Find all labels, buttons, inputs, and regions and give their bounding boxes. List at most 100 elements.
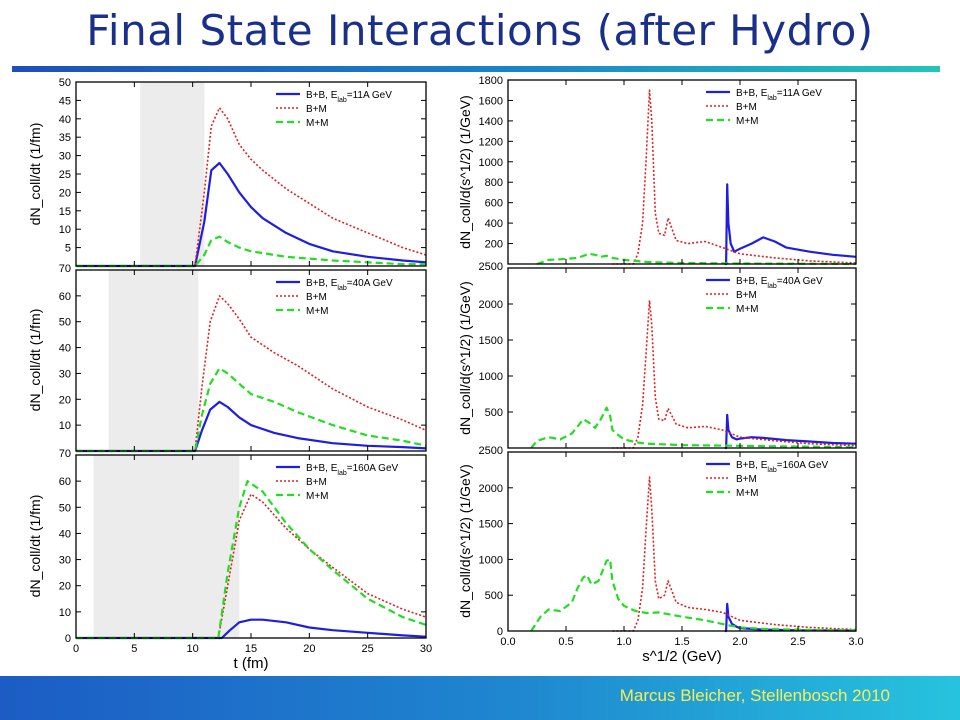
- y-tick-label: 50: [59, 77, 71, 89]
- y-tick-label: 600: [485, 198, 503, 210]
- y-axis-label: dN_coll/dt (1/fm): [27, 495, 43, 598]
- series-line-bb: [76, 161, 427, 268]
- x-tick-label: 0: [73, 643, 79, 655]
- y-tick-label: 15: [59, 206, 71, 218]
- y-tick-label: 1000: [479, 157, 503, 169]
- legend-label-bb: B+B, Elab=160A GeV: [306, 463, 399, 477]
- x-tick-label: 3.0: [848, 636, 863, 648]
- y-tick-label: 1600: [479, 95, 503, 107]
- series-line-mm: [76, 367, 427, 453]
- legend-label-bm: B+M: [306, 104, 327, 115]
- y-tick-label: 35: [59, 132, 71, 144]
- series-line-bm: [612, 299, 857, 449]
- y-tick-label: 0: [65, 633, 71, 645]
- x-tick-label: 30: [420, 643, 432, 655]
- panel-3: 0 10 20 30 40 50 60 0 5 10 15 20 25 30 dN_coll/dt (1/f…: [27, 454, 432, 672]
- legend-label-mm: M+M: [306, 491, 329, 502]
- y-tick-label: 2500: [479, 261, 503, 273]
- panel-4: 200 400 600 800 1000 1200 1400 1600 1800 2500 dN_c…: [457, 75, 857, 273]
- series-line-mm: [530, 558, 857, 632]
- series-line-bm: [612, 89, 857, 265]
- y-tick-label: 45: [59, 95, 71, 107]
- legend-label-mm: M+M: [736, 488, 759, 499]
- series-line-bb: [76, 618, 427, 640]
- x-tick-label: 0.5: [558, 636, 573, 648]
- y-tick-label: 200: [485, 239, 503, 251]
- x-tick-label: 15: [245, 643, 257, 655]
- legend-energy: =11A GeV: [347, 90, 392, 101]
- legend-label-mm: M+M: [736, 116, 759, 127]
- legend-label-bb: B+B, Elab=11A GeV: [306, 90, 392, 104]
- legend-label-bb: B+B, Elab=11A GeV: [736, 88, 822, 102]
- legend-subscript: lab: [337, 97, 346, 104]
- legend-energy: =40A GeV: [347, 278, 393, 289]
- y-tick-label: 20: [59, 394, 71, 406]
- legend-label-bb: B+B, Elab=160A GeV: [736, 460, 829, 474]
- y-tick-label: 60: [59, 476, 71, 488]
- plot-frame: [507, 79, 857, 265]
- y-axis-label: dN_coll/dt (1/fm): [27, 123, 43, 226]
- panel-6: 0 500 1000 1500 2000 0.0 0.5 1.0 1.5 2.0 2.5 3.0 dN_…: [457, 451, 864, 665]
- x-tick-label: 1.0: [616, 636, 631, 648]
- y-tick-label: 1800: [479, 75, 503, 87]
- y-tick-label: 1000: [479, 554, 503, 566]
- panel-2: 10 20 30 40 50 60 70 dN_coll/dt (1/fm) B+B, Elab…: [27, 269, 427, 460]
- legend-energy: =11A GeV: [777, 88, 822, 99]
- shaded-region: [140, 82, 205, 266]
- y-axis-label: dN_coll/d(s^1/2) (1/GeV): [457, 281, 473, 435]
- y-tick-label: 400: [485, 218, 503, 230]
- y-tick-label: 30: [59, 555, 71, 567]
- y-tick-label: 20: [59, 581, 71, 593]
- x-tick-label: 20: [303, 643, 315, 655]
- x-tick-label: 2.5: [790, 636, 805, 648]
- series-line-bb: [724, 183, 857, 266]
- shaded-region: [108, 270, 199, 451]
- series-line-mm: [76, 235, 426, 268]
- y-tick-label: 1200: [479, 136, 503, 148]
- legend-label-bb: B+B, Elab=40A GeV: [306, 278, 393, 292]
- plot-frame: [75, 81, 427, 267]
- legend-label-mm: M+M: [306, 306, 329, 317]
- series-line-bm: [76, 107, 427, 267]
- y-tick-label: 5: [65, 243, 71, 255]
- x-tick-label: 0.0: [500, 636, 515, 648]
- y-axis-label: dN_coll/dt (1/fm): [27, 309, 43, 412]
- x-tick-label: 25: [362, 643, 374, 655]
- y-tick-label: 500: [485, 407, 503, 419]
- x-axis-label: t (fm): [234, 655, 269, 672]
- legend-label-bb: B+B, Elab=40A GeV: [736, 276, 823, 290]
- y-tick-label: 1000: [479, 371, 503, 383]
- series-line-mm: [536, 252, 857, 266]
- panel-1: 5 10 15 20 25 30 35 40 45 50 70 dN_coll/dt (1/fm) B+…: [27, 77, 427, 275]
- y-tick-label: 70: [59, 448, 71, 460]
- slide-title: Final State Interactions (after Hydro): [86, 6, 874, 55]
- y-tick-label: 40: [59, 114, 71, 126]
- legend-label-bm: B+M: [736, 290, 757, 301]
- plots-canvas: 5 10 15 20 25 30 35 40 45 50 70 dN_coll/dt (1/fm) B+…: [27, 75, 864, 672]
- y-tick-label: 2000: [479, 299, 503, 311]
- y-tick-label: 500: [485, 590, 503, 602]
- y-tick-label: 30: [59, 368, 71, 380]
- shaded-region: [93, 455, 240, 638]
- series-line-bb: [724, 413, 857, 450]
- y-tick-label: 1500: [479, 519, 503, 531]
- y-tick-label: 40: [59, 528, 71, 540]
- y-tick-label: 30: [59, 151, 71, 163]
- y-axis-label: dN_coll/d(s^1/2) (1/GeV): [457, 464, 473, 618]
- title-rule: [12, 66, 940, 72]
- x-tick-label: 10: [187, 643, 199, 655]
- legend-subscript: lab: [337, 285, 346, 292]
- legend-subscript: lab: [767, 283, 776, 290]
- x-axis-label: s^1/2 (GeV): [642, 648, 722, 665]
- y-tick-label: 40: [59, 343, 71, 355]
- y-tick-label: 70: [59, 263, 71, 275]
- y-tick-label: 2500: [479, 445, 503, 457]
- y-tick-label: 60: [59, 291, 71, 303]
- y-tick-label: 10: [59, 224, 71, 236]
- legend-label-mm: M+M: [306, 118, 329, 129]
- series-line-bm: [612, 476, 857, 632]
- series-line-bb: [76, 400, 427, 453]
- x-tick-label: 1.5: [674, 636, 689, 648]
- footer-bar: Marcus Bleicher, Stellenbosch 2010: [0, 676, 960, 720]
- y-tick-label: 25: [59, 169, 71, 181]
